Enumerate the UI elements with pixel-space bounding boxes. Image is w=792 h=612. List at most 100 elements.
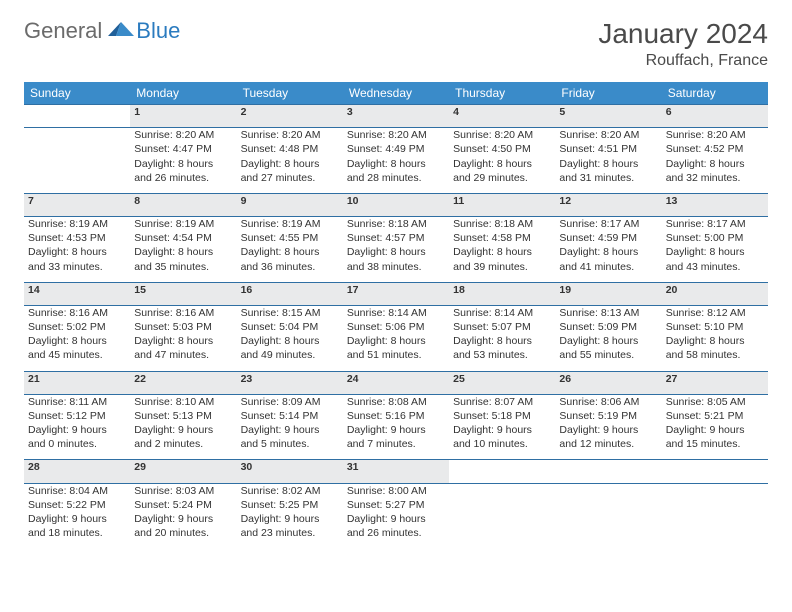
daylight-line: Daylight: 8 hours and 26 minutes. — [134, 157, 232, 185]
sunset-line: Sunset: 5:09 PM — [559, 320, 657, 334]
sunrise-line: Sunrise: 8:08 AM — [347, 395, 445, 409]
sunrise-line: Sunrise: 8:14 AM — [453, 306, 551, 320]
daynum-row: 28293031 — [24, 460, 768, 483]
day-number-cell: 25 — [449, 371, 555, 394]
sunset-line: Sunset: 4:48 PM — [241, 142, 339, 156]
sunset-line: Sunset: 5:14 PM — [241, 409, 339, 423]
sunrise-line: Sunrise: 8:10 AM — [134, 395, 232, 409]
weekday-header: Wednesday — [343, 82, 449, 105]
sunrise-line: Sunrise: 8:19 AM — [134, 217, 232, 231]
daylight-line: Daylight: 8 hours and 29 minutes. — [453, 157, 551, 185]
sunset-line: Sunset: 4:53 PM — [28, 231, 126, 245]
day-info-cell: Sunrise: 8:19 AMSunset: 4:53 PMDaylight:… — [24, 217, 130, 283]
daylight-line: Daylight: 8 hours and 31 minutes. — [559, 157, 657, 185]
day-info-cell: Sunrise: 8:04 AMSunset: 5:22 PMDaylight:… — [24, 483, 130, 548]
day-info-row: Sunrise: 8:16 AMSunset: 5:02 PMDaylight:… — [24, 305, 768, 371]
day-info-cell: Sunrise: 8:13 AMSunset: 5:09 PMDaylight:… — [555, 305, 661, 371]
day-number-cell: 30 — [237, 460, 343, 483]
sunrise-line: Sunrise: 8:19 AM — [28, 217, 126, 231]
weekday-header: Friday — [555, 82, 661, 105]
day-info-cell: Sunrise: 8:00 AMSunset: 5:27 PMDaylight:… — [343, 483, 449, 548]
sunset-line: Sunset: 4:50 PM — [453, 142, 551, 156]
daylight-line: Daylight: 9 hours and 5 minutes. — [241, 423, 339, 451]
day-info-row: Sunrise: 8:11 AMSunset: 5:12 PMDaylight:… — [24, 394, 768, 460]
sunrise-line: Sunrise: 8:09 AM — [241, 395, 339, 409]
day-number-cell: 14 — [24, 282, 130, 305]
sunrise-line: Sunrise: 8:19 AM — [241, 217, 339, 231]
sunset-line: Sunset: 5:10 PM — [666, 320, 764, 334]
day-number-cell: 16 — [237, 282, 343, 305]
day-info-cell: Sunrise: 8:16 AMSunset: 5:03 PMDaylight:… — [130, 305, 236, 371]
daylight-line: Daylight: 8 hours and 35 minutes. — [134, 245, 232, 273]
day-info-cell: Sunrise: 8:03 AMSunset: 5:24 PMDaylight:… — [130, 483, 236, 548]
day-number-cell: 7 — [24, 193, 130, 216]
day-info-cell: Sunrise: 8:20 AMSunset: 4:51 PMDaylight:… — [555, 128, 661, 194]
daylight-line: Daylight: 9 hours and 23 minutes. — [241, 512, 339, 540]
daylight-line: Daylight: 8 hours and 27 minutes. — [241, 157, 339, 185]
day-info-cell: Sunrise: 8:20 AMSunset: 4:47 PMDaylight:… — [130, 128, 236, 194]
day-info-cell: Sunrise: 8:16 AMSunset: 5:02 PMDaylight:… — [24, 305, 130, 371]
day-number-cell: 12 — [555, 193, 661, 216]
sunset-line: Sunset: 4:47 PM — [134, 142, 232, 156]
sunset-line: Sunset: 5:19 PM — [559, 409, 657, 423]
weekday-header: Monday — [130, 82, 236, 105]
title-block: January 2024 Rouffach, France — [598, 18, 768, 70]
logo-text-blue: Blue — [136, 18, 180, 44]
sunset-line: Sunset: 5:12 PM — [28, 409, 126, 423]
day-info-cell — [449, 483, 555, 548]
sunset-line: Sunset: 5:06 PM — [347, 320, 445, 334]
day-number-cell: 15 — [130, 282, 236, 305]
sunrise-line: Sunrise: 8:04 AM — [28, 484, 126, 498]
day-info-cell: Sunrise: 8:15 AMSunset: 5:04 PMDaylight:… — [237, 305, 343, 371]
sunset-line: Sunset: 5:18 PM — [453, 409, 551, 423]
daylight-line: Daylight: 8 hours and 58 minutes. — [666, 334, 764, 362]
day-info-cell — [662, 483, 768, 548]
sunset-line: Sunset: 4:52 PM — [666, 142, 764, 156]
day-info-cell: Sunrise: 8:10 AMSunset: 5:13 PMDaylight:… — [130, 394, 236, 460]
day-info-cell: Sunrise: 8:20 AMSunset: 4:50 PMDaylight:… — [449, 128, 555, 194]
sunrise-line: Sunrise: 8:11 AM — [28, 395, 126, 409]
day-info-cell: Sunrise: 8:07 AMSunset: 5:18 PMDaylight:… — [449, 394, 555, 460]
weekday-header: Tuesday — [237, 82, 343, 105]
sunset-line: Sunset: 4:54 PM — [134, 231, 232, 245]
day-number-cell: 31 — [343, 460, 449, 483]
day-number-cell: 1 — [130, 105, 236, 128]
sunrise-line: Sunrise: 8:13 AM — [559, 306, 657, 320]
day-info-cell: Sunrise: 8:17 AMSunset: 4:59 PMDaylight:… — [555, 217, 661, 283]
day-number-cell: 6 — [662, 105, 768, 128]
day-number-cell: 5 — [555, 105, 661, 128]
daylight-line: Daylight: 8 hours and 32 minutes. — [666, 157, 764, 185]
sunset-line: Sunset: 5:07 PM — [453, 320, 551, 334]
weekday-header-row: Sunday Monday Tuesday Wednesday Thursday… — [24, 82, 768, 105]
sunrise-line: Sunrise: 8:17 AM — [559, 217, 657, 231]
day-number-cell — [555, 460, 661, 483]
daylight-line: Daylight: 8 hours and 39 minutes. — [453, 245, 551, 273]
sunset-line: Sunset: 5:02 PM — [28, 320, 126, 334]
day-number-cell: 3 — [343, 105, 449, 128]
day-info-cell: Sunrise: 8:05 AMSunset: 5:21 PMDaylight:… — [662, 394, 768, 460]
day-number-cell: 17 — [343, 282, 449, 305]
logo: General Blue — [24, 18, 180, 44]
day-info-cell — [555, 483, 661, 548]
logo-text-general: General — [24, 18, 102, 44]
sunset-line: Sunset: 5:22 PM — [28, 498, 126, 512]
sunrise-line: Sunrise: 8:06 AM — [559, 395, 657, 409]
day-number-cell: 8 — [130, 193, 236, 216]
daylight-line: Daylight: 9 hours and 10 minutes. — [453, 423, 551, 451]
daynum-row: 123456 — [24, 105, 768, 128]
day-info-cell — [24, 128, 130, 194]
daylight-line: Daylight: 9 hours and 0 minutes. — [28, 423, 126, 451]
day-info-cell: Sunrise: 8:11 AMSunset: 5:12 PMDaylight:… — [24, 394, 130, 460]
sunrise-line: Sunrise: 8:14 AM — [347, 306, 445, 320]
sunset-line: Sunset: 5:03 PM — [134, 320, 232, 334]
day-info-cell: Sunrise: 8:12 AMSunset: 5:10 PMDaylight:… — [662, 305, 768, 371]
daylight-line: Daylight: 8 hours and 51 minutes. — [347, 334, 445, 362]
daylight-line: Daylight: 9 hours and 18 minutes. — [28, 512, 126, 540]
day-number-cell: 21 — [24, 371, 130, 394]
day-info-cell: Sunrise: 8:20 AMSunset: 4:48 PMDaylight:… — [237, 128, 343, 194]
day-number-cell: 29 — [130, 460, 236, 483]
day-number-cell: 20 — [662, 282, 768, 305]
sunset-line: Sunset: 4:49 PM — [347, 142, 445, 156]
sunrise-line: Sunrise: 8:15 AM — [241, 306, 339, 320]
sunrise-line: Sunrise: 8:18 AM — [453, 217, 551, 231]
